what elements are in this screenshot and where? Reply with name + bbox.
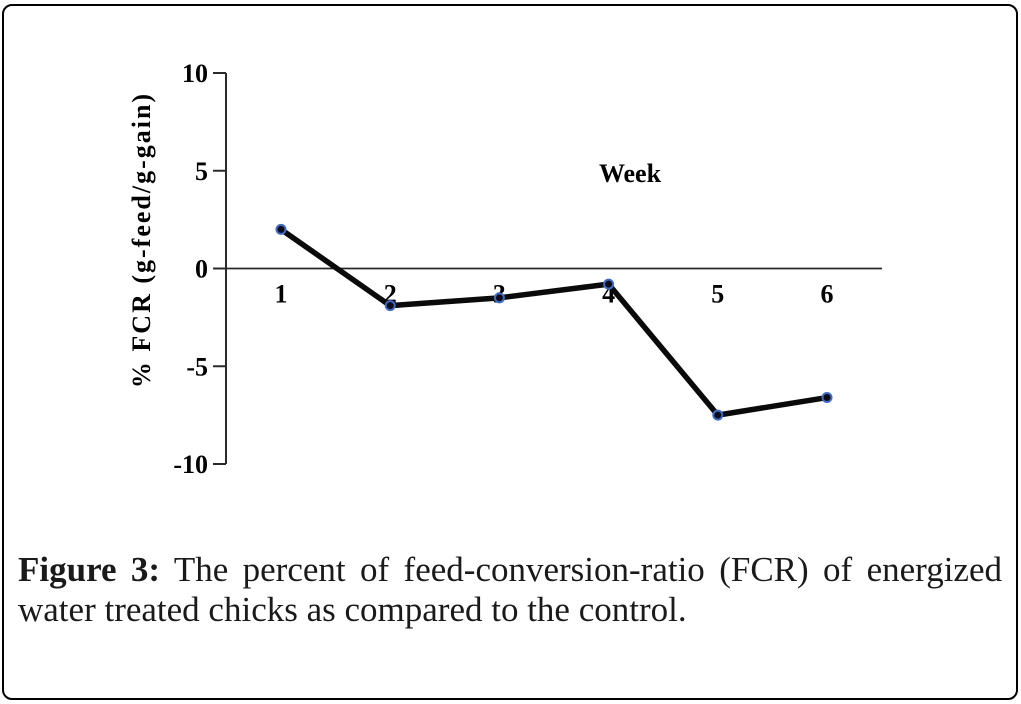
data-point	[712, 409, 724, 421]
data-point	[493, 292, 505, 304]
caption-line1-text: The percent of feed-conversion-ratio (FC…	[173, 550, 1002, 589]
caption-line-1: Figure 3: The percent of feed-conversion…	[18, 550, 1002, 590]
y-tick-label: -10	[173, 450, 208, 479]
y-tick-label: 10	[182, 59, 208, 88]
caption-line-2: water treated chicks as compared to the …	[18, 590, 687, 629]
y-tick-label: 0	[195, 255, 208, 284]
data-point	[275, 223, 287, 235]
y-axis-title: % FCR (g-feed/g-gain)	[127, 92, 156, 388]
y-tick-label: 5	[195, 157, 208, 186]
fcr-series-line	[278, 226, 830, 418]
figure-caption: Figure 3: The percent of feed-conversion…	[18, 550, 1002, 630]
x-tick-label: 6	[821, 280, 834, 309]
y-tick-label: -5	[186, 352, 208, 381]
data-point	[821, 392, 833, 404]
x-tick-label: 5	[711, 280, 724, 309]
data-point	[384, 300, 396, 312]
x-tick-label: 1	[275, 280, 288, 309]
caption-figure-label: Figure 3:	[18, 550, 161, 589]
x-axis-title: Week	[599, 159, 662, 188]
data-point	[603, 278, 615, 290]
